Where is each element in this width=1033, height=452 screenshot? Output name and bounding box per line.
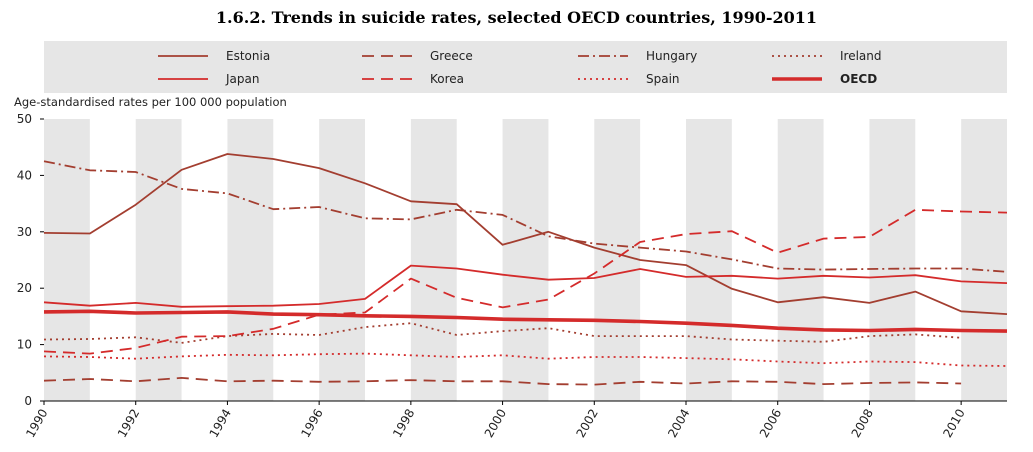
y-tick-label: 40 xyxy=(17,168,32,182)
y-tick-label: 10 xyxy=(17,338,32,352)
legend-label-greece: Greece xyxy=(430,49,473,63)
grid-band xyxy=(915,119,962,401)
x-tick-label: 1992 xyxy=(115,407,142,440)
series-line-greece xyxy=(43,377,962,386)
series-lines xyxy=(43,153,1008,386)
legend-label-estonia: Estonia xyxy=(226,49,270,63)
legend-label-hungary: Hungary xyxy=(646,49,697,63)
series-line-estonia xyxy=(43,153,1008,315)
grid-band xyxy=(365,119,411,401)
y-tick-label: 0 xyxy=(24,394,32,408)
series-line-ireland xyxy=(43,322,962,344)
x-tick-label: 2006 xyxy=(757,407,784,440)
grid-band xyxy=(731,119,778,401)
plot-background xyxy=(44,119,1007,401)
grid-band xyxy=(181,119,228,401)
x-tick-label: 2010 xyxy=(940,407,967,440)
x-tick-label: 1994 xyxy=(207,407,234,440)
grid-band xyxy=(456,119,503,401)
legend-entries: Estonia Greece Hungary Ireland Japan Korea Spa… xyxy=(158,49,882,86)
y-tick-label: 50 xyxy=(17,112,32,126)
x-tick-label: 1998 xyxy=(390,407,417,440)
x-tick-label: 1990 xyxy=(23,407,50,440)
series-line-hungary xyxy=(43,160,1008,273)
x-tick-label: 2008 xyxy=(849,407,876,440)
x-tick-label: 2004 xyxy=(665,407,692,440)
series-line-japan xyxy=(43,264,1008,308)
grid-band xyxy=(89,119,136,401)
legend-label-spain: Spain xyxy=(646,72,680,86)
y-tick-label: 20 xyxy=(17,281,32,295)
series-line-oecd xyxy=(43,309,1008,333)
chart-title: 1.6.2. Trends in suicide rates, selected… xyxy=(215,8,818,27)
grid-band xyxy=(273,119,320,401)
grid-band xyxy=(548,119,595,401)
legend-label-korea: Korea xyxy=(430,72,464,86)
legend-label-oecd: OECD xyxy=(840,72,877,86)
series-line-korea xyxy=(43,208,1008,355)
grid-band xyxy=(823,119,870,401)
legend-label-japan: Japan xyxy=(225,72,259,86)
y-axis-label: Age-standardised rates per 100 000 popul… xyxy=(14,95,287,109)
x-tick-label: 1996 xyxy=(298,407,325,440)
x-tick-label: 2000 xyxy=(482,406,509,439)
series-line-spain xyxy=(43,352,1008,367)
x-tick-label: 2002 xyxy=(573,407,600,440)
legend xyxy=(44,41,1007,93)
legend-label-ireland: Ireland xyxy=(840,49,882,63)
y-tick-label: 30 xyxy=(17,225,32,239)
